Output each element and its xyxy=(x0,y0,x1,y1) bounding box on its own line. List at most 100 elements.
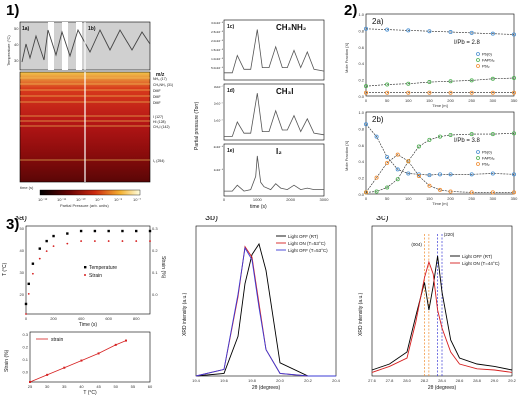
mole-point-Pb(0) xyxy=(406,28,411,33)
mz-label: I (127) xyxy=(153,115,163,119)
trace-plot-frame xyxy=(223,83,325,141)
mole-point-Pb(0) xyxy=(490,171,495,176)
3a-temp-point xyxy=(121,229,124,233)
trace-plot-frame xyxy=(223,19,325,81)
3a-strain-point xyxy=(93,240,96,242)
trace-line-CH₃I xyxy=(224,93,325,137)
3a-temp-point xyxy=(66,232,69,235)
3b-ylabel: XRD intensity (a.u.) xyxy=(182,292,188,336)
mole-point-PbI₂ xyxy=(363,190,368,195)
3a-strain-point xyxy=(135,240,138,242)
mole-xtick: 0 xyxy=(365,196,368,201)
mole-point-Pb(0) xyxy=(363,26,368,31)
3b-label: 3b) xyxy=(205,216,218,222)
mole-point-Pb(0) xyxy=(416,172,421,177)
mole-point-FAPbI₃ xyxy=(363,84,368,89)
mole-point-FAPbI₃ xyxy=(490,76,495,81)
panel-label-2: 2) xyxy=(344,2,358,19)
mz-labels: NH₃ (17) CH₃NH₂ (31) DMF DMF DMF I (127)HI (1… xyxy=(153,77,173,163)
mole-point-Pb(0) xyxy=(363,122,368,127)
mole-xtick: 300 xyxy=(490,196,497,201)
mole-point-FAPbI₃ xyxy=(438,134,443,139)
3b-xlabel: 2θ (degrees) xyxy=(252,385,281,391)
3c-xtick: 27.6 xyxy=(368,378,377,383)
3a-bottom-ytick: 0.0 xyxy=(22,370,28,375)
mz-label: NH₃ (17) xyxy=(153,77,167,81)
heat-top-temp-curve xyxy=(21,28,151,63)
mole-point-PbI₂ xyxy=(448,90,453,95)
3a-strain-marker xyxy=(63,366,66,369)
3a-temp-point xyxy=(107,229,110,233)
3b-xtick: 20.0 xyxy=(276,378,285,383)
3b-xtick: 20.4 xyxy=(332,378,341,383)
3a-temp-point xyxy=(31,262,35,265)
trace-plot-frame xyxy=(223,143,325,197)
3c-peak-label: (220) xyxy=(444,232,455,237)
mole-plot-frame xyxy=(365,13,515,97)
mole-ytick: 0.2 xyxy=(358,176,364,181)
mole-point-FAPbI₃ xyxy=(490,132,495,137)
mole-point-PbI₂ xyxy=(469,190,474,195)
plot-3b: 3b) XRD intensity (a.u.) 19.4 19.6 19.8 20.0 2… xyxy=(182,216,341,391)
3a-temp-point xyxy=(93,229,97,233)
3a-bottom-xtick: 25 xyxy=(28,384,33,389)
3a-ytick: 40 xyxy=(20,248,25,253)
trace-xtick: 2000 xyxy=(286,197,296,202)
mole-point-Pb(0) xyxy=(374,134,379,139)
mole-xtick: 350 xyxy=(511,98,518,103)
mole-xtick: 250 xyxy=(468,98,475,103)
trace-ytick: 2x10⁻⁷ xyxy=(214,102,223,106)
3a-strain-point xyxy=(25,313,27,315)
trace-ytick: 1x10⁻⁹ xyxy=(214,168,224,172)
3a-strain-point xyxy=(38,257,41,260)
3a-xlabel: Time (s) xyxy=(79,322,97,328)
mole-fit-line xyxy=(365,133,515,193)
trace-xtick: 3000 xyxy=(320,197,330,202)
mole-xtick: 100 xyxy=(405,98,412,103)
heat-top-bars xyxy=(48,22,82,70)
mole-point-PbI₂ xyxy=(511,190,516,195)
3a-temp-point xyxy=(79,229,83,233)
mz-label: DMF xyxy=(153,101,161,105)
mole-point-FAPbI₃ xyxy=(511,131,516,136)
mole-point-FAPbI₃ xyxy=(385,185,390,190)
plot-2a: 2a) I/Pb = 2.8 1.0 0.8 0.6 0.4 0.2 0.00 50 100 150… xyxy=(344,12,518,108)
3c-xtick: 27.8 xyxy=(386,378,395,383)
3a-strain-marker xyxy=(125,339,127,342)
mole-ytick: 0.4 xyxy=(358,159,364,164)
3a-bottom-xtick: 40 xyxy=(79,384,84,389)
mole-point-FAPbI₃ xyxy=(427,80,432,85)
3a-legend-label: Strain xyxy=(89,273,102,279)
3c-peak-label: (004) xyxy=(411,242,422,247)
trace-ytick: 1.5x10⁻⁸ xyxy=(211,48,224,52)
3c-ylabel: XRD intensity (a.u.) xyxy=(358,292,364,336)
mole-fit-line xyxy=(365,28,515,35)
trace-ytick: 3x10⁻⁷ xyxy=(214,85,223,89)
colorbar-tick: 10⁻¹⁰ xyxy=(76,197,86,202)
3a-strain-point xyxy=(66,242,69,245)
mz-label: CH₃NH₂ (31) xyxy=(153,83,173,87)
3a-strain-marker xyxy=(29,381,31,383)
3a-strain-marker xyxy=(114,343,117,346)
mole-legend-marker xyxy=(476,150,480,154)
3a-bottom-xtick: 50 xyxy=(113,384,118,389)
mole-point-Pb(0) xyxy=(490,31,495,36)
mole-fit-line xyxy=(365,154,514,193)
trace-ytick: 5.0x10⁻⁹ xyxy=(211,66,224,70)
mole-point-FAPbI₃ xyxy=(448,132,453,137)
3a-strain-marker xyxy=(97,352,100,355)
3a-ytick-right: 0.0 xyxy=(152,292,158,297)
panel-2-figure: 2a)I/Pb = 2.81.00.80.60.40.20.00 50 100 150… xyxy=(344,12,518,206)
trace-species-label: CH₃I xyxy=(276,87,293,96)
mole-ytick: 0.2 xyxy=(358,78,364,83)
trace-ytick: 2.5x10⁻⁸ xyxy=(211,30,224,34)
mole-point-PbI₂ xyxy=(511,90,516,95)
mole-panel-label: 2a) xyxy=(372,17,384,26)
mole-point-Pb(0) xyxy=(427,173,432,178)
trace-line-I₂ xyxy=(224,155,324,192)
3b-legend-label: Light OFF (T=53°C) xyxy=(288,248,328,253)
mole-point-FAPbI₃ xyxy=(469,78,474,83)
3a-label: 3a) xyxy=(14,216,27,222)
3a-temp-point xyxy=(135,229,138,233)
